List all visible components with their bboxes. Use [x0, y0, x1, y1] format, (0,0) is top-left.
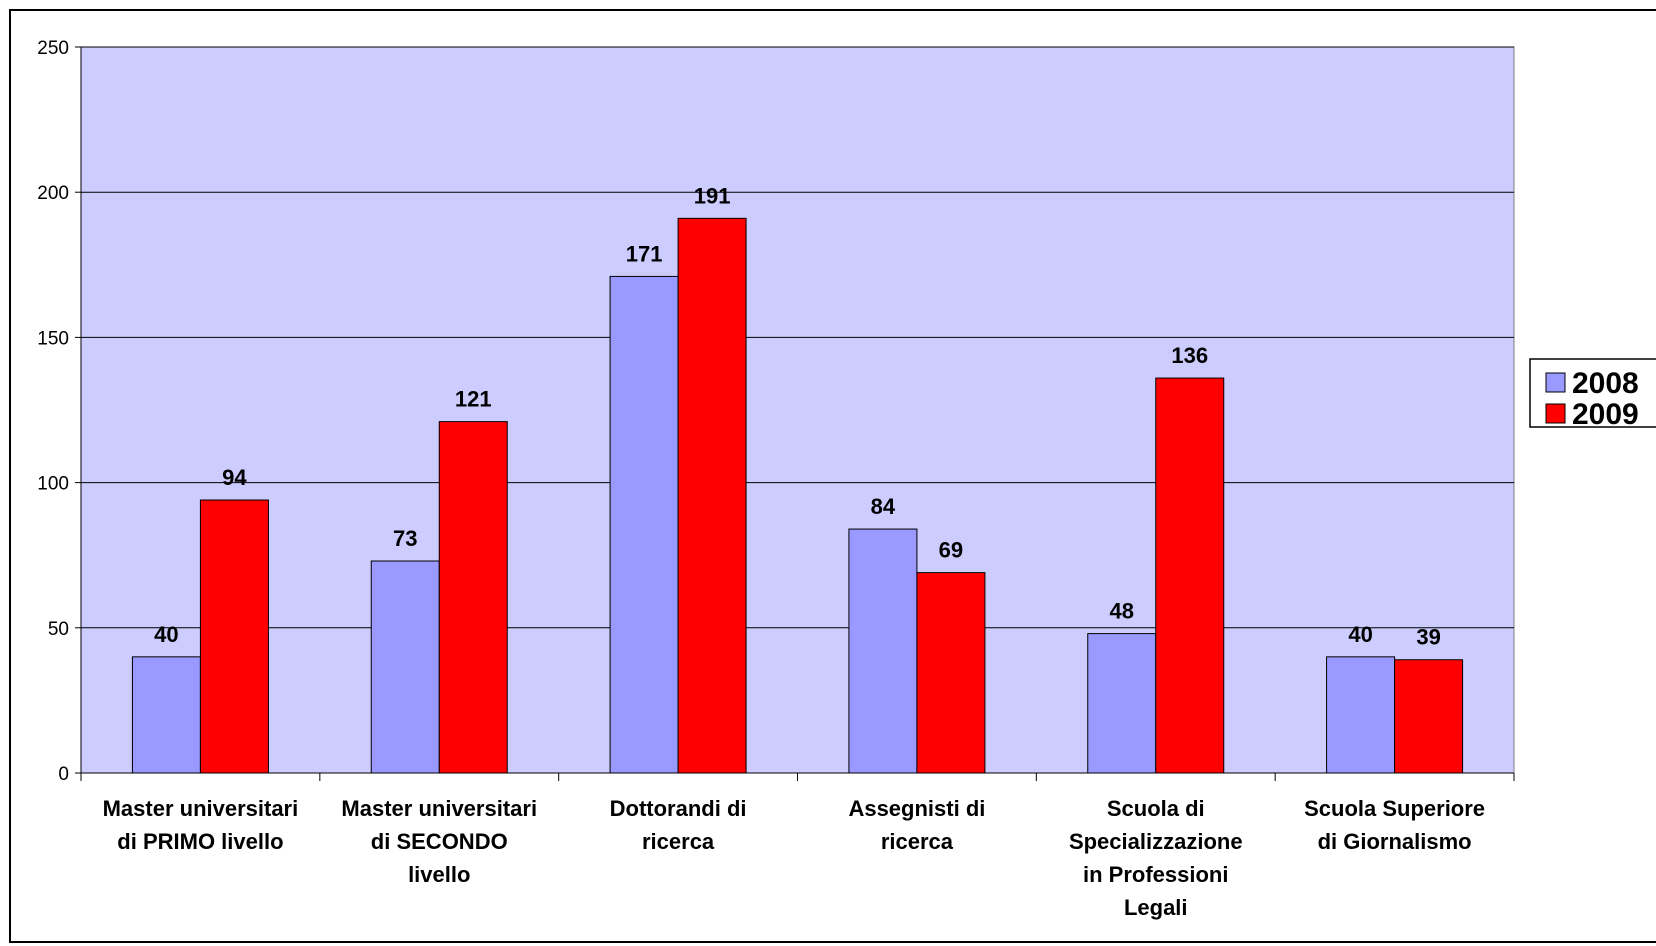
y-tick-label: 250 [37, 38, 69, 59]
legend-swatch-2008 [1545, 372, 1566, 393]
data-label: 39 [1416, 625, 1440, 650]
bar-2009 [438, 421, 508, 774]
category-label-line: ricerca [642, 829, 715, 854]
category-label: Assegnisti di ricerca [848, 796, 985, 854]
category-label-line: Master universitari [103, 796, 299, 821]
category-label-line: livello [408, 862, 470, 887]
category-label-line: in Professioni [1083, 862, 1228, 887]
category-label-line: Dottorandi di [610, 796, 747, 821]
bar-2008 [848, 528, 918, 774]
data-label: 136 [1171, 343, 1208, 368]
data-label: 40 [154, 622, 178, 647]
data-label: 94 [222, 465, 247, 490]
category-label: Dottorandi di ricerca [610, 796, 747, 854]
legend-label: 2009 [1572, 398, 1639, 431]
axes [75, 46, 1515, 781]
y-tick-label: 50 [48, 619, 69, 640]
bar-2009 [1394, 659, 1464, 774]
category-label: Scuola Superiore di Giornalismo [1304, 796, 1485, 854]
bar-2008 [131, 656, 201, 774]
bar-2009 [1155, 377, 1225, 774]
data-label: 73 [393, 526, 417, 551]
category-label-line: di PRIMO livello [117, 829, 283, 854]
bar-2009 [916, 572, 986, 774]
data-label: 48 [1110, 599, 1134, 624]
data-label: 69 [939, 538, 963, 563]
category-label-line: di SECONDO [371, 829, 508, 854]
y-tick-label: 0 [58, 764, 69, 785]
data-label: 191 [694, 183, 731, 208]
category-label: Master universitari di PRIMO livello [103, 796, 299, 854]
data-label: 121 [455, 387, 492, 412]
bar-2008 [609, 275, 679, 774]
data-label: 40 [1348, 622, 1372, 647]
labels: 0 50 100 150 200 250 40 94 Master universitari di… [37, 38, 1485, 920]
category-label-line: Specializzazione [1069, 829, 1243, 854]
bar-2009 [199, 499, 269, 774]
bar-2008 [370, 560, 440, 774]
category-label-line: Legali [1124, 895, 1188, 920]
bar-2008 [1326, 656, 1396, 774]
category-label: Master universitari di SECONDO livello [341, 796, 537, 887]
category-label-line: Master universitari [341, 796, 537, 821]
y-tick-label: 200 [37, 183, 69, 204]
data-label: 84 [871, 494, 896, 519]
bar-2009 [677, 217, 747, 774]
bars [131, 217, 1464, 774]
category-label-line: Scuola Superiore [1304, 796, 1485, 821]
gridlines [81, 46, 1514, 629]
category-label-line: di Giornalismo [1318, 829, 1472, 854]
category-label-line: ricerca [881, 829, 954, 854]
y-tick-label: 150 [37, 328, 69, 349]
data-label: 171 [626, 241, 663, 266]
y-tick-label: 100 [37, 474, 69, 495]
category-label-line: Scuola di [1107, 796, 1205, 821]
category-label-line: Assegnisti di [848, 796, 985, 821]
plot-area [80, 46, 1515, 774]
legend-label: 2008 [1572, 367, 1639, 400]
bar-2008 [1087, 633, 1157, 774]
category-label: Scuola di Specializzazione in Professioni L… [1069, 796, 1243, 920]
legend-swatch-2009 [1545, 403, 1566, 424]
